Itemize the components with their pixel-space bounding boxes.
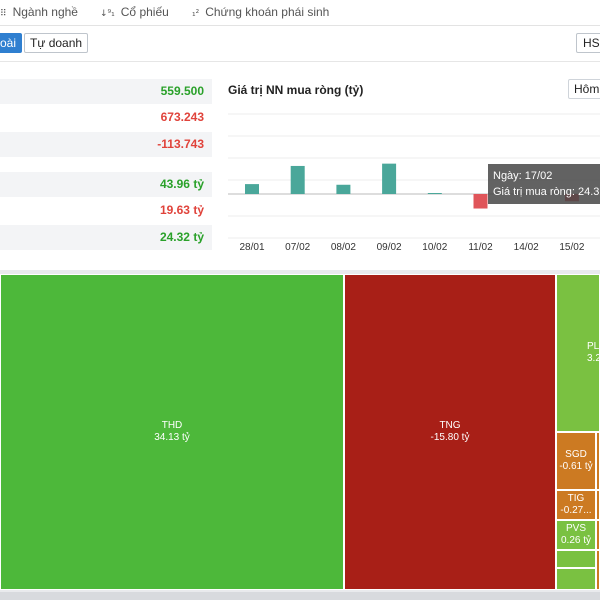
chart-tooltip: Ngày: 17/02 Giá trị mua ròng: 24.32 [488, 164, 600, 204]
treemap-tile-small[interactable] [596, 432, 600, 490]
tile-value: 0.26 tỷ [560, 535, 592, 546]
treemap-tile[interactable]: TIG -0.27... [556, 490, 596, 520]
tooltip-value: Giá trị mua ròng: 24.32 [493, 186, 600, 198]
top-navigation: ⠿ Ngành nghề ↓⁹₁ Cổ phiếu ₁² Chứng khoán ph… [0, 0, 600, 26]
tile-ticker: TNG [439, 420, 461, 431]
stat-value: 559.500 [0, 79, 212, 104]
x-tick-label: 14/02 [514, 242, 539, 253]
x-tick-label: 15/02 [559, 242, 584, 253]
tile-ticker: PVS [565, 523, 586, 534]
tile-ticker: THD [161, 420, 183, 431]
stat-value: 673.243 [160, 110, 204, 124]
stat-value: 43.96 tỷ [0, 172, 212, 197]
bar-07-02 [290, 165, 305, 194]
tile-value: 3.29 [587, 353, 599, 364]
nav-sector[interactable]: ⠿ Ngành nghề [0, 5, 78, 19]
treemap-tile[interactable]: SGD -0.61 tỷ [556, 432, 596, 490]
bar-08-02 [336, 184, 351, 194]
tile-value: -0.27... [560, 505, 592, 516]
tile-value: -15.80 tỷ [430, 432, 470, 443]
tile-value: -0.61 tỷ [559, 461, 593, 472]
x-tick-label: 28/01 [239, 242, 264, 253]
bar-09-02 [382, 163, 397, 194]
treemap-tile[interactable]: THD 34.13 tỷ [0, 274, 344, 590]
filter-bar: oài Tự doanh HSX [0, 26, 600, 62]
treemap-tile[interactable]: PVS 0.26 tỷ [556, 520, 596, 550]
x-tick-label: 11/02 [468, 242, 493, 253]
tile-ticker: PL [587, 341, 600, 352]
treemap-tile[interactable]: TNG -15.80 tỷ [344, 274, 556, 590]
exchange-select[interactable]: HSX [576, 33, 600, 53]
treemap-tile-small[interactable] [596, 490, 600, 520]
chart-title: Giá trị NN mua ròng (tỷ) [228, 83, 364, 97]
nav-sector-label: Ngành nghề [12, 5, 78, 19]
period-select[interactable]: Hôm [568, 79, 600, 99]
stat-value: 19.63 tỷ [159, 203, 204, 217]
treemap-tile-small[interactable] [556, 568, 596, 590]
treemap-tile[interactable]: PL3.29 [556, 274, 600, 432]
nav-derivatives-label: Chứng khoán phái sinh [205, 5, 330, 19]
sector-icon: ⠿ [0, 9, 7, 19]
sort-1-9-icon: ↓⁹₁ [100, 9, 115, 19]
treemap-tile-small[interactable] [596, 550, 600, 590]
tab-foreign[interactable]: oài [0, 33, 23, 53]
sort-1-2-icon: ₁² [192, 9, 200, 19]
treemap-tile-small[interactable] [596, 520, 600, 550]
stat-value: -113.743 [0, 132, 212, 157]
bar-28-01 [245, 184, 259, 194]
nav-stocks[interactable]: ↓⁹₁ Cổ phiếu [100, 5, 169, 19]
bar-10-02 [427, 193, 442, 194]
nav-derivatives[interactable]: ₁² Chứng khoán phái sinh [192, 5, 329, 19]
bottom-scrollbar[interactable] [0, 592, 600, 600]
x-tick-label: 08/02 [331, 242, 356, 253]
chart-x-labels: 28/01 07/02 08/02 09/02 10/02 11/02 14/02 15/02… [239, 242, 584, 253]
tile-ticker: SGD [565, 449, 587, 460]
bar-11-02 [473, 194, 488, 209]
tab-proprietary[interactable]: Tự doanh [24, 33, 89, 53]
nav-stocks-label: Cổ phiếu [120, 5, 169, 19]
treemap-tile-small[interactable] [556, 550, 596, 568]
tile-value: 34.13 tỷ [154, 432, 190, 443]
stat-value: 24.32 tỷ [0, 225, 212, 250]
tile-ticker: TIG [567, 493, 585, 504]
x-tick-label: 09/02 [377, 242, 402, 253]
tooltip-date: Ngày: 17/02 [493, 170, 553, 182]
x-tick-label: 07/02 [285, 242, 310, 253]
x-tick-label: 10/02 [422, 242, 447, 253]
